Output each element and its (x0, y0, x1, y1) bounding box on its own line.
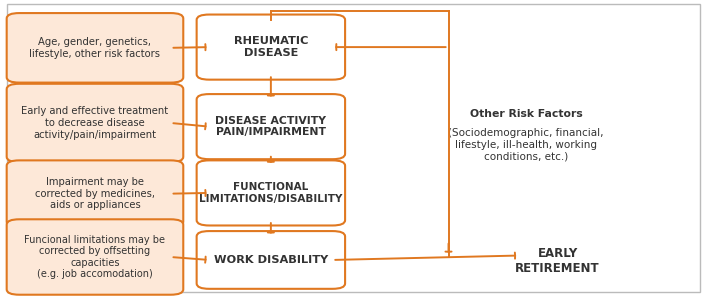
Text: Impairment may be
corrected by medicines,
aids or appliances: Impairment may be corrected by medicines… (35, 177, 155, 210)
FancyBboxPatch shape (6, 84, 184, 162)
Text: FUNCTIONAL
LIMITATIONS/DISABILITY: FUNCTIONAL LIMITATIONS/DISABILITY (199, 182, 342, 204)
FancyBboxPatch shape (197, 15, 345, 80)
Text: WORK DISABILITY: WORK DISABILITY (214, 255, 328, 265)
Text: (Sociodemographic, financial,
lifestyle, ill-health, working
conditions, etc.): (Sociodemographic, financial, lifestyle,… (448, 128, 604, 162)
Text: RHEUMATIC
DISEASE: RHEUMATIC DISEASE (234, 36, 308, 58)
FancyBboxPatch shape (197, 231, 345, 289)
Text: Funcional limitations may be
corrected by offsetting
capacities
(e.g. job accomo: Funcional limitations may be corrected b… (25, 235, 165, 279)
FancyBboxPatch shape (6, 219, 184, 295)
Text: DISEASE ACTIVITY
PAIN/IMPAIRMENT: DISEASE ACTIVITY PAIN/IMPAIRMENT (215, 116, 326, 137)
Text: Other Risk Factors: Other Risk Factors (469, 109, 582, 119)
FancyBboxPatch shape (6, 13, 184, 83)
FancyBboxPatch shape (197, 160, 345, 226)
Text: Early and effective treatment
to decrease disease
activity/pain/impairment: Early and effective treatment to decreas… (21, 106, 169, 139)
FancyBboxPatch shape (197, 94, 345, 159)
Text: EARLY
RETIREMENT: EARLY RETIREMENT (515, 247, 600, 275)
Text: Age, gender, genetics,
lifestyle, other risk factors: Age, gender, genetics, lifestyle, other … (30, 37, 160, 59)
FancyBboxPatch shape (6, 160, 184, 227)
